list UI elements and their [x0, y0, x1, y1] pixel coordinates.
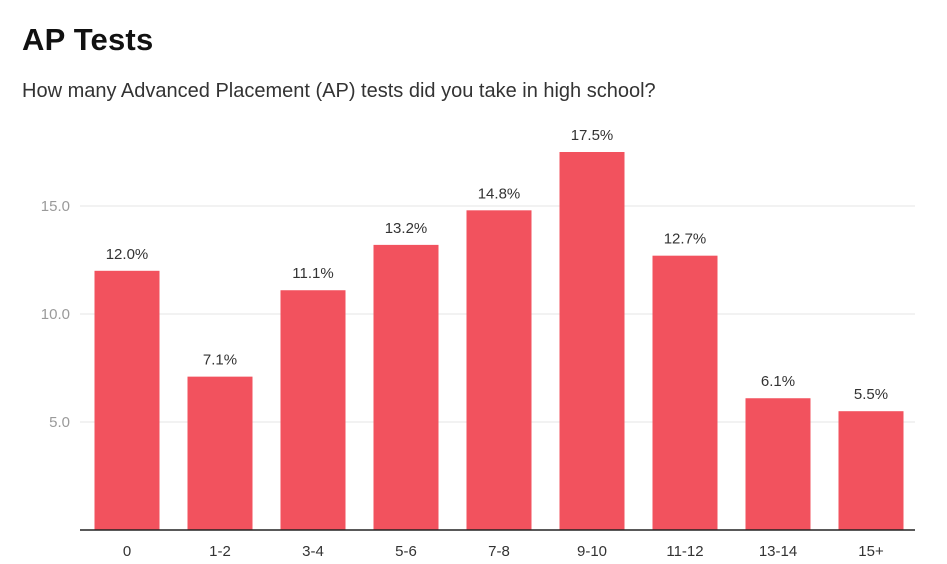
- x-tick-label: 15+: [858, 543, 884, 560]
- bar-1-2: [187, 376, 253, 530]
- data-label: 11.1%: [292, 265, 333, 282]
- y-tick-label: 15.0: [41, 198, 70, 215]
- y-tick-label: 5.0: [49, 414, 70, 431]
- data-label: 13.2%: [385, 220, 428, 237]
- bar-13-14: [745, 398, 811, 530]
- x-tick-label: 11-12: [666, 543, 703, 560]
- x-tick-label: 13-14: [759, 543, 797, 560]
- data-label: 7.1%: [203, 352, 237, 369]
- data-label: 5.5%: [854, 386, 888, 403]
- x-tick-label: 7-8: [488, 543, 510, 560]
- data-label: 17.5%: [571, 127, 614, 144]
- x-tick-label: 5-6: [395, 543, 417, 560]
- chart-subtitle: How many Advanced Placement (AP) tests d…: [22, 80, 656, 102]
- data-label: 14.8%: [478, 185, 521, 202]
- data-label: 6.1%: [761, 373, 795, 390]
- x-tick-label: 9-10: [577, 543, 607, 560]
- x-tick-label: 3-4: [302, 543, 324, 560]
- bar-0: [94, 270, 160, 530]
- chart-title: AP Tests: [22, 22, 154, 57]
- bar-5-6: [373, 244, 439, 530]
- y-tick-label: 10.0: [41, 306, 70, 323]
- bar-7-8: [466, 210, 532, 530]
- bar-11-12: [652, 255, 718, 530]
- bar-9-10: [559, 152, 625, 530]
- bar-15+: [838, 411, 904, 530]
- x-tick-label: 0: [123, 543, 131, 560]
- data-label: 12.7%: [664, 231, 707, 248]
- data-label: 12.0%: [106, 246, 149, 263]
- x-tick-label: 1-2: [209, 543, 231, 560]
- bar-3-4: [280, 290, 346, 530]
